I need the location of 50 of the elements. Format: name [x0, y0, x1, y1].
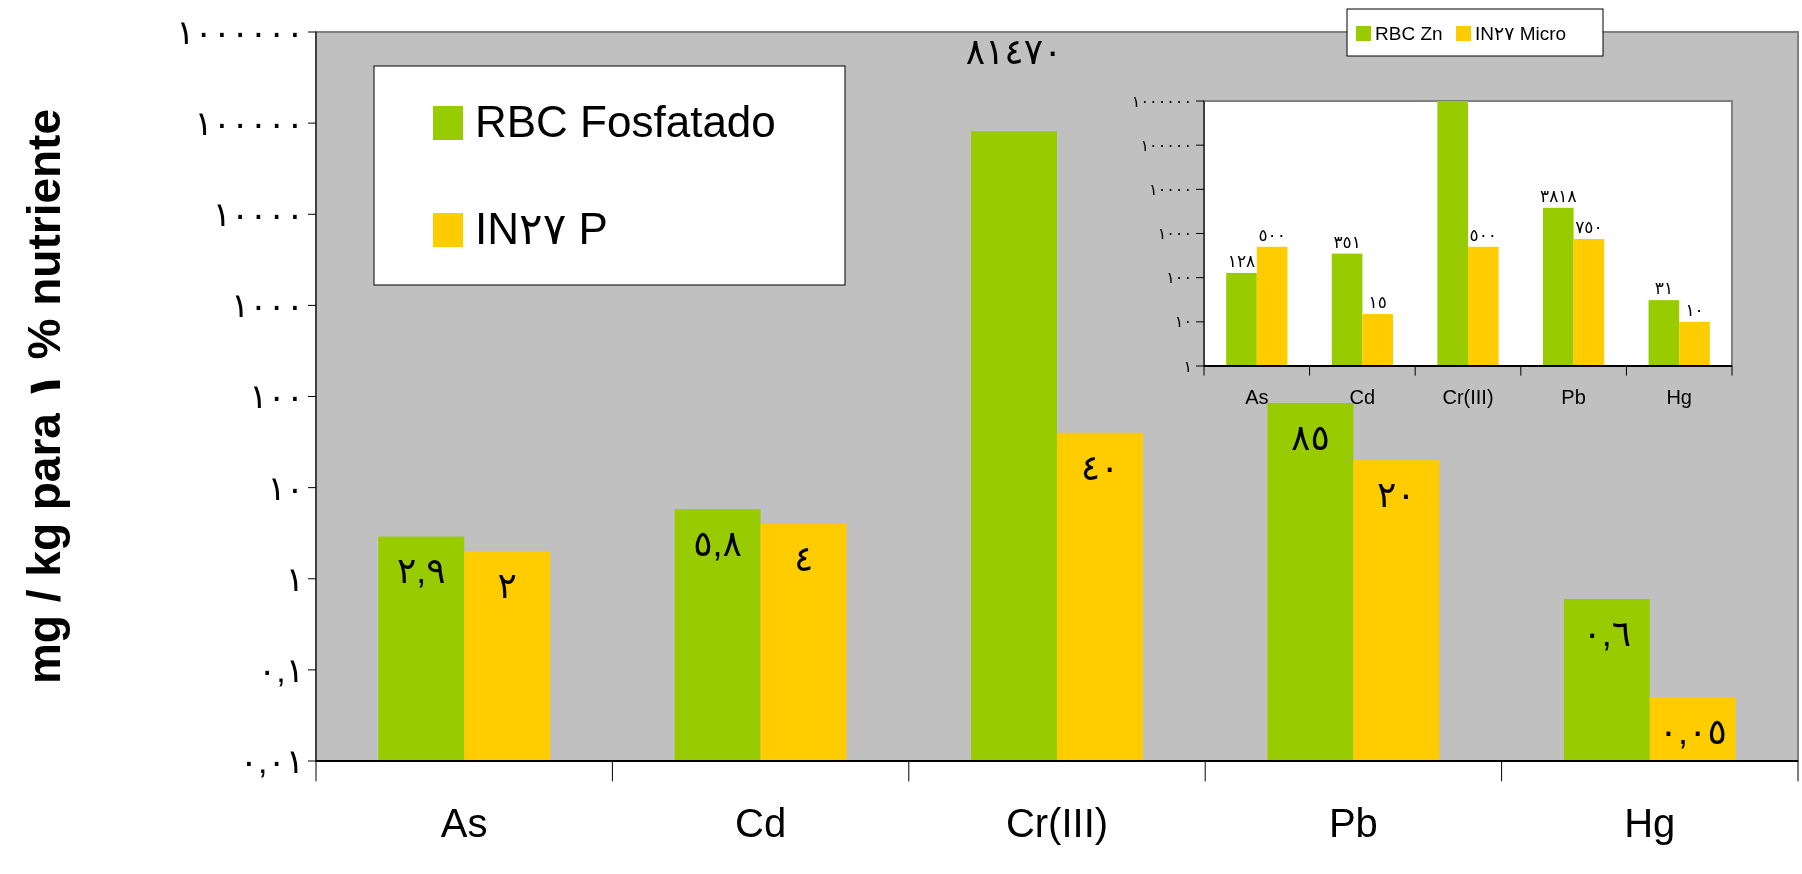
y-tick-label: ١٠٠٠٠٠٠ — [176, 12, 304, 51]
legend-label: IN٢٧ P — [475, 204, 608, 253]
y-tick-label: ١٠٠ — [1166, 269, 1192, 287]
data-label: ٥٠٠ — [1258, 225, 1286, 245]
x-tick-label: Cr(III) — [1442, 386, 1494, 408]
data-label: ٢ — [497, 565, 517, 607]
y-tick-label: ١ — [1183, 357, 1192, 375]
legend-label: RBC Zn — [1375, 23, 1443, 44]
y-tick-label: ١٠٠٠٠٠ — [1140, 136, 1192, 154]
x-tick-label: Pb — [1561, 386, 1586, 408]
data-label: ٨١٤٧٠ — [965, 31, 1063, 73]
x-tick-label: Hg — [1624, 801, 1676, 845]
y-tick-label: ١٠٠٠٠٠ — [194, 104, 304, 143]
data-label: ٧٥٠ — [1575, 218, 1603, 238]
data-label: ١٢٨ — [1227, 251, 1256, 271]
data-label: ١٥ — [1368, 293, 1387, 313]
x-tick-label: Cr(III) — [1005, 801, 1109, 845]
data-label: ٣٨١٨ — [1540, 186, 1577, 206]
data-label: ٣١ — [1654, 279, 1674, 299]
data-label: ٢,٩ — [396, 550, 446, 592]
x-tick-label: As — [440, 801, 488, 845]
y-tick-label: ١٠٠٠ — [1157, 225, 1192, 243]
y-tick-label: ١٠٠ — [249, 377, 304, 416]
legend-label: RBC Fosfatado — [475, 97, 776, 146]
data-label: ٤٠ — [1080, 446, 1120, 488]
data-label: ٥٠٠ — [1469, 225, 1498, 245]
x-tick-label: As — [1245, 386, 1269, 408]
data-label: ١٠ — [1685, 300, 1704, 320]
data-label: ٢٠ — [1377, 473, 1416, 515]
x-tick-label: Pb — [1328, 801, 1378, 845]
data-label: ٥,٨ — [693, 522, 742, 564]
data-label: ٠,٦ — [1582, 612, 1632, 654]
y-tick-label: ٠,٠١ — [239, 741, 304, 780]
y-tick-label: ١ — [285, 559, 304, 598]
y-tick-label: ١٠٠٠٠ — [212, 195, 304, 234]
x-tick-label: Cd — [735, 801, 787, 845]
data-label: ٨٥ — [1291, 416, 1330, 458]
legend-label: IN٢٧ Micro — [1475, 23, 1567, 44]
y-tick-label: ١٠ — [267, 468, 304, 507]
data-label: ٤ — [793, 537, 814, 579]
y-tick-label: ١٠٠٠٠ — [1149, 180, 1192, 198]
data-label: ٣٥١ — [1333, 232, 1361, 252]
data-label: ٠,٠٥ — [1658, 711, 1727, 753]
y-axis-title: mg / kg para ١ % nutriente — [18, 108, 70, 685]
y-tick-label: ١٠٠٠ — [230, 286, 304, 325]
y-tick-label: ٠,١ — [258, 650, 304, 689]
x-tick-label: Hg — [1666, 386, 1692, 408]
y-tick-label: ١٠٠٠٠٠٠ — [1131, 92, 1192, 110]
y-tick-label: ١٠ — [1174, 313, 1192, 331]
x-tick-label: Cd — [1349, 386, 1376, 408]
